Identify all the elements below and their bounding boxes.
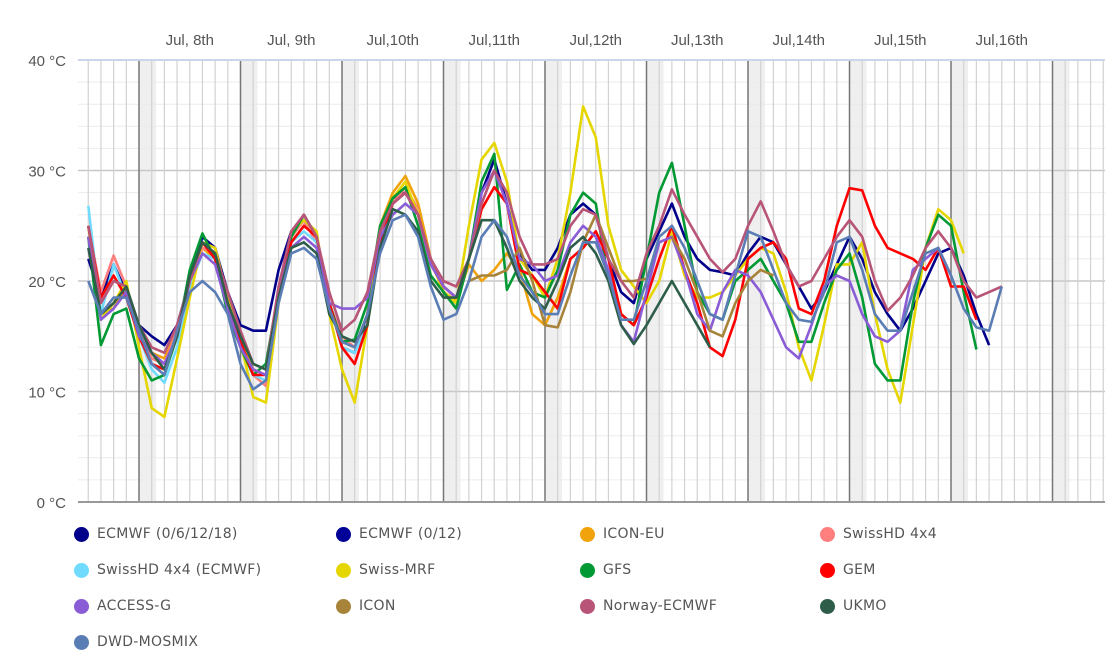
x-day-label: Jul, 8th xyxy=(166,32,214,49)
x-day-label: Jul,10th xyxy=(366,32,419,49)
legend-label: GEM xyxy=(843,562,876,578)
series-line-dwd-mosmix xyxy=(87,213,1004,391)
legend-label: DWD-MOSMIX xyxy=(97,634,199,650)
x-day-label: Jul,14th xyxy=(772,32,825,49)
y-tick-label: 10 °C xyxy=(28,385,66,402)
legend-dot-icon xyxy=(820,562,835,578)
x-day-label: Jul,13th xyxy=(671,32,724,49)
legend-label: SwissHD 4x4 xyxy=(843,526,937,542)
legend-item[interactable]: GFS xyxy=(580,562,631,578)
legend-dot-icon xyxy=(580,562,595,578)
series-line-icon xyxy=(468,213,647,329)
series-line-gem xyxy=(87,185,978,377)
x-day-label: Jul,12th xyxy=(569,32,622,49)
y-tick-label: 0 °C xyxy=(37,495,67,512)
legend-dot-icon xyxy=(74,634,89,650)
legend-dot-icon xyxy=(580,598,595,614)
y-tick-label: 40 °C xyxy=(28,53,66,70)
legend-label: UKMO xyxy=(843,598,887,614)
legend-item[interactable]: Norway-ECMWF xyxy=(580,598,717,614)
x-day-label: Jul,16th xyxy=(975,32,1028,49)
y-axis: 0 °C 10 °C 20 °C 30 °C 40 °C xyxy=(28,53,66,512)
legend-dot-icon xyxy=(336,562,351,578)
legend-dot-icon xyxy=(336,598,351,614)
temperature-chart: 0 °C 10 °C 20 °C 30 °C 40 °C Jul, 8th Jul, 9t… xyxy=(28,32,1105,512)
legend-label: Swiss-MRF xyxy=(359,562,436,578)
legend-dot-icon xyxy=(74,598,89,614)
legend-dot-icon xyxy=(820,526,835,542)
legend-item[interactable]: DWD-MOSMIX xyxy=(74,634,198,650)
series-line-ukmo xyxy=(87,207,712,371)
legend-dot-icon xyxy=(580,526,595,542)
legend-label: ACCESS-G xyxy=(97,598,172,614)
legend-label: ECMWF (0/6/12/18) xyxy=(97,526,238,542)
legend-dot-icon xyxy=(820,598,835,614)
legend-dot-icon xyxy=(336,526,351,542)
series-line-ecmwf-0-6-12-18 xyxy=(87,158,991,355)
series-line-icon xyxy=(670,236,774,338)
y-tick-label: 30 °C xyxy=(28,164,66,181)
series-line-norway-ecmwf xyxy=(87,169,1003,371)
legend-item[interactable]: Swiss-MRF xyxy=(336,562,435,578)
legend-label: SwissHD 4x4 (ECMWF) xyxy=(97,562,262,578)
legend-label: ICON xyxy=(359,598,396,614)
x-day-label: Jul,15th xyxy=(874,32,927,49)
legend-item[interactable]: ICON xyxy=(336,598,396,614)
x-day-label: Jul,11th xyxy=(469,32,520,49)
series-lines xyxy=(87,105,1004,419)
legend-item[interactable]: SwissHD 4x4 (ECMWF) xyxy=(74,562,261,578)
legend-label: ICON-EU xyxy=(603,526,665,542)
legend-label: ECMWF (0/12) xyxy=(359,526,463,542)
legend-item[interactable]: GEM xyxy=(820,562,876,578)
legend-item[interactable]: ACCESS-G xyxy=(74,598,171,614)
legend-item[interactable]: ECMWF (0/6/12/18) xyxy=(74,526,238,542)
legend-item[interactable]: UKMO xyxy=(820,598,887,614)
series-line-access-g xyxy=(87,169,953,377)
grid xyxy=(78,59,1105,503)
legend-label: Norway-ECMWF xyxy=(603,598,718,614)
legend-label: GFS xyxy=(603,562,632,578)
legend-item[interactable]: ICON-EU xyxy=(580,526,665,542)
x-day-label: Jul, 9th xyxy=(267,32,315,49)
x-axis: Jul, 8th Jul, 9th Jul,10th Jul,11th Jul,12th… xyxy=(166,32,1028,49)
legend-item[interactable]: ECMWF (0/12) xyxy=(336,526,462,542)
legend-dot-icon xyxy=(74,562,89,578)
legend-dot-icon xyxy=(74,526,89,542)
y-tick-label: 20 °C xyxy=(28,274,66,291)
legend-item[interactable]: SwissHD 4x4 xyxy=(820,526,937,542)
